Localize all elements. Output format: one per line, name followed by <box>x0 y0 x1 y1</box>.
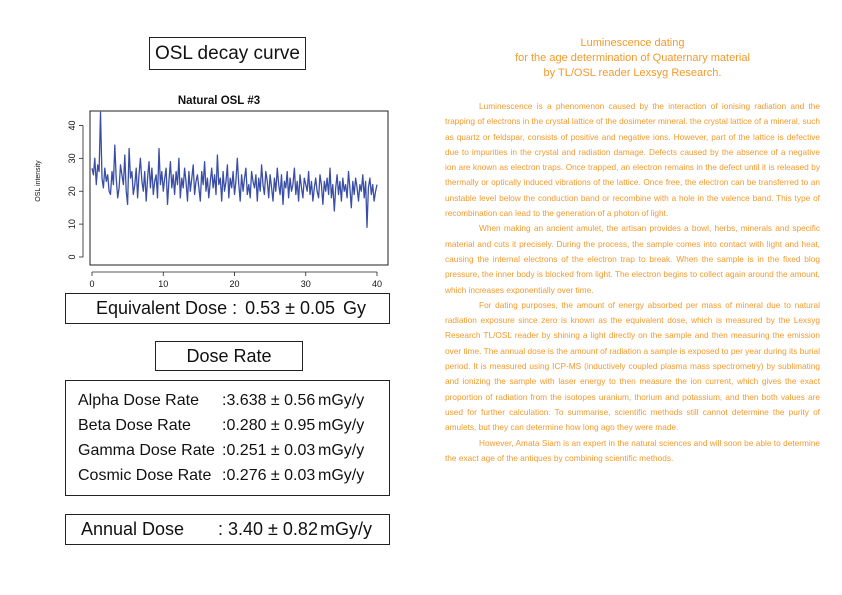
article-title-line: Luminescence dating <box>580 37 685 49</box>
chart-plot-frame <box>89 110 389 266</box>
article-title: Luminescence dating for the age determin… <box>445 36 820 81</box>
dose-rate-unit: mGy/y <box>318 416 365 434</box>
chart-title: Natural OSL #3 <box>178 95 260 107</box>
chart-series-layer <box>91 111 378 229</box>
annual-dose-unit: mGy/y <box>319 519 372 539</box>
article-paragraph: For dating purposes, the amount of energ… <box>445 299 820 433</box>
dose-rate-name: Cosmic Dose Rate <box>78 466 212 484</box>
equivalent-dose-box: Equivalent Dose : 0.53 ± 0.05 Gy <box>65 293 390 324</box>
dose-rate-name: Gamma Dose Rate <box>78 441 215 459</box>
article-paragraph: However, Amata Siam is an expert in the … <box>445 437 820 463</box>
dose-rate-row-gamma: Gamma Dose Rate :0.251 ± 0.03 mGy/y <box>78 438 389 463</box>
dose-rate-row-cosmic: Cosmic Dose Rate :0.276 ± 0.03 mGy/y <box>78 463 389 488</box>
chart-ylabel: OSL intensity <box>35 160 42 202</box>
article-column: Luminescence dating for the age determin… <box>445 36 820 466</box>
y-tick-label: 10 <box>67 219 77 229</box>
x-tick-label: 0 <box>89 279 94 289</box>
equivalent-dose-label: Equivalent Dose : <box>96 298 238 318</box>
dose-rate-unit: mGy/y <box>318 441 365 459</box>
dose-rate-value: :3.638 ± 0.56 <box>222 391 316 409</box>
dose-rate-row-beta: Beta Dose Rate :0.280 ± 0.95 mGy/y <box>78 413 389 438</box>
y-tick-label: 0 <box>67 254 77 259</box>
osl-decay-curve-title: OSL decay curve <box>149 37 306 70</box>
x-tick-label: 10 <box>158 279 168 289</box>
chart-plot-box <box>89 110 389 266</box>
dose-rate-table: Alpha Dose Rate :3.638 ± 0.56 mGy/y Beta… <box>65 380 390 496</box>
x-tick-label: 20 <box>229 279 239 289</box>
dose-rate-title: Dose Rate <box>155 341 303 371</box>
x-tick-label: 40 <box>372 279 382 289</box>
annual-dose-box: Annual Dose : 3.40 ± 0.82 mGy/y <box>65 514 390 545</box>
dose-rate-name: Alpha Dose Rate <box>78 391 199 409</box>
y-tick-label: 40 <box>67 120 77 130</box>
article-title-line: for the age determination of Quaternary … <box>515 52 750 64</box>
y-tick-label: 20 <box>67 186 77 196</box>
y-tick-label: 30 <box>67 153 77 163</box>
annual-dose-label: Annual Dose <box>81 519 185 539</box>
article-paragraph: Luminescence is a phenomenon caused by t… <box>445 101 820 219</box>
dose-rate-value: :0.251 ± 0.03 <box>222 441 316 459</box>
osl-series-line <box>91 111 378 229</box>
dose-rate-title-text: Dose Rate <box>186 345 272 366</box>
osl-chart: Natural OSL #3 OSL intensity 0 10 20 30 40 0 1… <box>30 85 392 290</box>
dose-rate-name: Beta Dose Rate <box>78 416 191 434</box>
equivalent-dose-unit: Gy <box>343 298 367 318</box>
osl-chart-svg: Natural OSL #3 OSL intensity 0 10 20 30 40 0 1… <box>35 95 389 289</box>
equivalent-dose-value: 0.53 ± 0.05 <box>245 298 336 318</box>
x-tick-label: 30 <box>301 279 311 289</box>
chart-axes: 0 10 20 30 40 0 10 20 30 40 <box>67 120 382 289</box>
dose-rate-unit: mGy/y <box>318 391 365 409</box>
osl-title-text: OSL decay curve <box>154 42 301 64</box>
dose-rate-value: :0.276 ± 0.03 <box>222 466 316 484</box>
article-title-line: by TL/OSL reader Lexsyg Research. <box>543 67 722 79</box>
dose-rate-value: :0.280 ± 0.95 <box>222 416 316 434</box>
article-body: Luminescence is a phenomenon caused by t… <box>445 99 820 466</box>
article-paragraph: When making an ancient amulet, the artis… <box>445 223 820 295</box>
dose-rate-unit: mGy/y <box>318 466 365 484</box>
dose-rate-row-alpha: Alpha Dose Rate :3.638 ± 0.56 mGy/y <box>78 388 389 413</box>
annual-dose-value: : 3.40 ± 0.82 <box>218 519 318 539</box>
